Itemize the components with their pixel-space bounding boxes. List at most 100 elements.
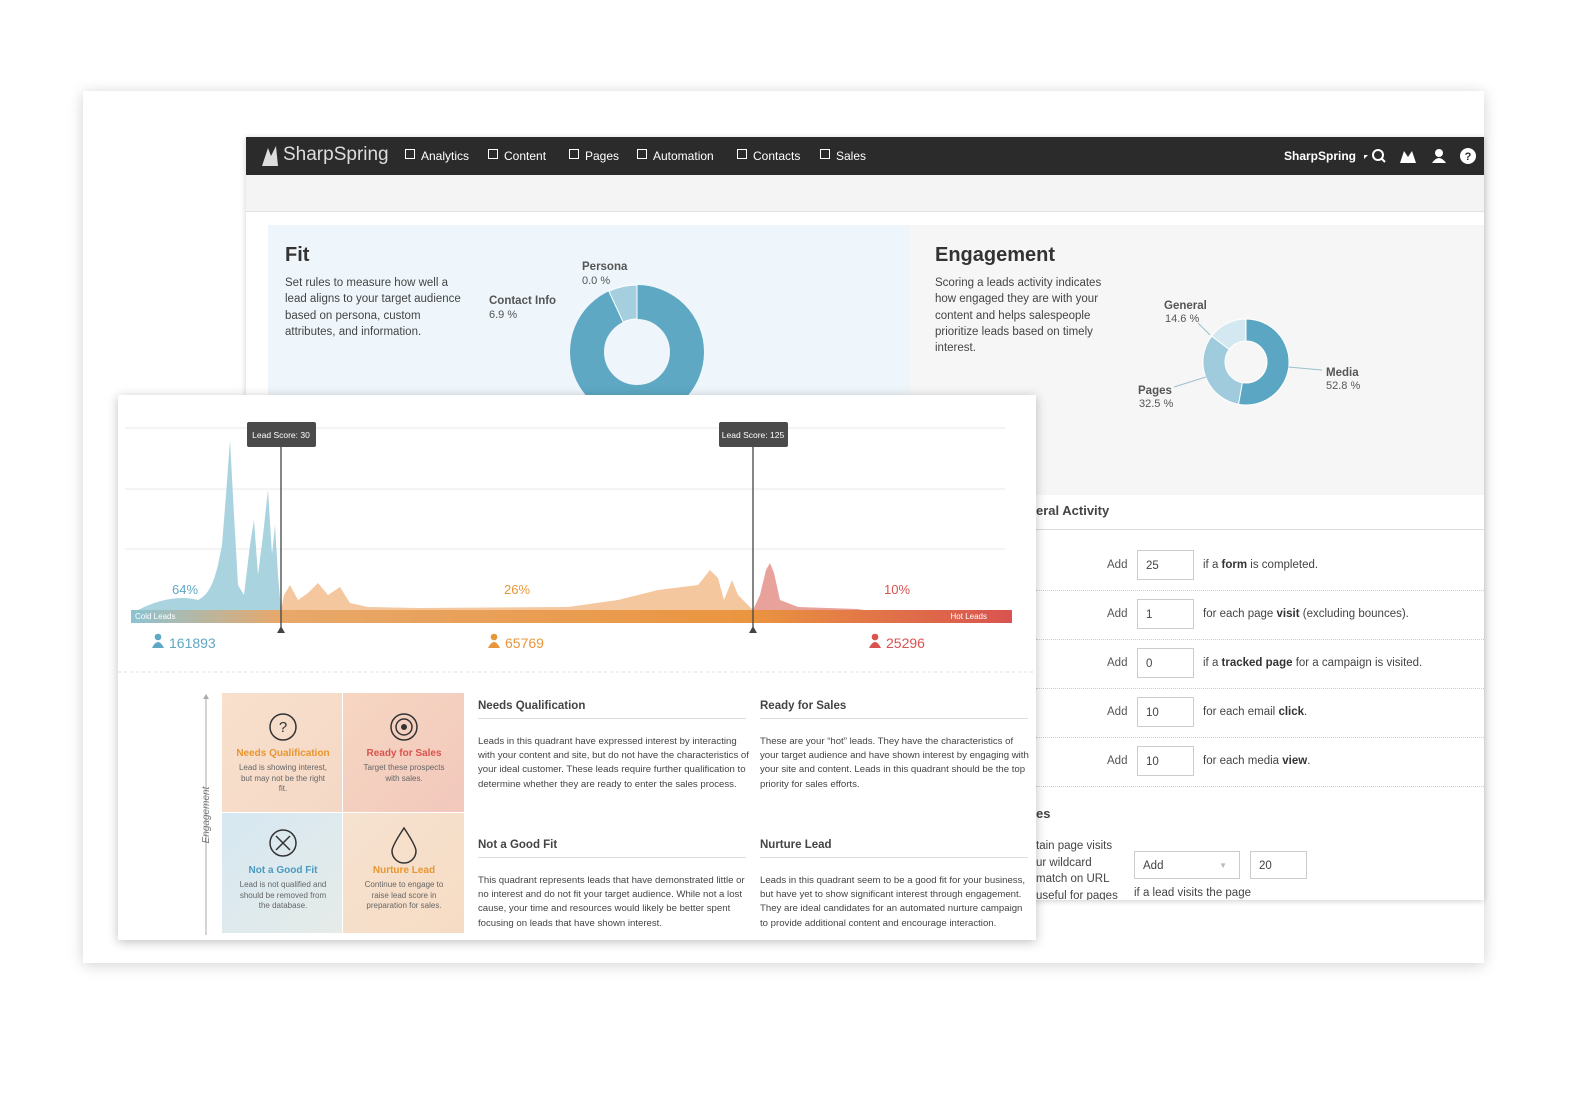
slice-value: 0.0 %: [582, 275, 610, 287]
marker-box: [247, 422, 316, 447]
warm-curve: [281, 570, 753, 610]
marker-label: Lead Score: 30: [252, 430, 310, 440]
person-icon: [488, 642, 500, 648]
marker-arrow: [749, 626, 757, 633]
leader-line: [1173, 376, 1207, 388]
nav-item[interactable]: Analytics: [421, 149, 470, 163]
detail-text: These are your “hot” leads. They have th…: [760, 736, 1029, 790]
slice-label: General: [1164, 300, 1207, 312]
quadrant-text: Target these prospects with sales.: [363, 763, 445, 783]
quadrant-grid: [222, 693, 464, 933]
donut-slice: [1237, 318, 1290, 406]
scale-start-label: Cold Leads: [135, 612, 175, 621]
segment-share: 10%: [884, 582, 910, 597]
marker-arrow: [277, 626, 285, 633]
nav-item[interactable]: Automation: [653, 149, 714, 163]
rule-row: Add 25 if a form is completed.: [1036, 541, 1484, 591]
lead-scale-bar: [131, 610, 1012, 623]
nav-icon: [488, 149, 498, 159]
points-input[interactable]: 10: [1137, 746, 1194, 776]
nav-item[interactable]: Pages: [585, 149, 620, 163]
quadrant-text: Lead is showing interest, but may not be…: [238, 763, 328, 793]
segment-count: 25296: [886, 635, 925, 651]
rule-text-part: if a: [1203, 657, 1222, 669]
donut-slice: [1210, 318, 1247, 351]
section-title: eral Activity: [1036, 503, 1484, 530]
person-icon: [154, 633, 162, 641]
rule-text-line: useful for pages: [1036, 889, 1118, 901]
engagement-title: Engagement: [935, 244, 1056, 266]
detail-title: Needs Qualification: [478, 700, 746, 719]
rule-text: for each email click.: [1203, 706, 1307, 718]
points-input[interactable]: 10: [1137, 697, 1194, 727]
rule-row: Add 0 if a tracked page for a campaign is …: [1036, 639, 1484, 689]
section-title: es: [1036, 806, 1051, 821]
rule-text: for each page visit (excluding bounces).: [1203, 608, 1409, 620]
brand[interactable]: SharpSpring: [283, 144, 389, 165]
rule-text-line: tain page visits: [1036, 840, 1113, 852]
quadrant-title: Nurture Lead: [372, 865, 436, 876]
rule-action: Add: [1107, 559, 1128, 571]
rule-text-part: for each page: [1203, 608, 1277, 620]
rule-text-part: tracked page: [1221, 657, 1293, 669]
slice-value: 52.8 %: [1326, 380, 1360, 392]
select[interactable]: Add ▼: [1134, 851, 1240, 879]
segment-share: 26%: [504, 582, 530, 597]
slice-value: 6.9 %: [489, 309, 517, 321]
nav-item[interactable]: Contacts: [753, 149, 801, 163]
points-input[interactable]: 20: [1250, 851, 1307, 879]
rule-text-line: ur wildcard: [1036, 856, 1092, 869]
person-icon: [490, 633, 498, 641]
points-input[interactable]: 1: [1137, 599, 1194, 629]
rule-text-part: if a: [1203, 559, 1222, 571]
points-input[interactable]: 25: [1137, 550, 1194, 580]
points-input[interactable]: 0: [1137, 648, 1194, 678]
marker-label: Lead Score: 125: [722, 430, 785, 440]
logo: [262, 146, 278, 166]
rule-action: Add: [1107, 657, 1128, 669]
note: if a lead visits the page: [1134, 887, 1251, 899]
quadrant-icons: ? Engagement: [201, 694, 418, 935]
rule-text-part: visit: [1276, 608, 1300, 620]
hot-curve: [753, 563, 863, 610]
person-icon: [871, 633, 879, 641]
rule-text-part: (excluding bounces).: [1299, 608, 1409, 620]
lead-score-card: Cold Leads Hot Leads Lead Score: 30 Lead …: [118, 395, 1036, 940]
axis-label: Engagement: [201, 785, 212, 843]
svg-text:?: ?: [279, 719, 287, 736]
detail-title: Ready for Sales: [760, 700, 1028, 719]
quadrant-title: Not a Good Fit: [248, 865, 318, 876]
toolbar-strip: [246, 175, 1484, 212]
nav-icon: [737, 149, 747, 159]
person-icon: [152, 642, 164, 648]
detail-text: Leads in this quadrant have expressed in…: [478, 736, 749, 790]
engagement-description: Scoring a leads activity indicates how e…: [935, 277, 1102, 355]
detail-text: This quadrant represents leads that have…: [478, 875, 745, 929]
rule-text: if a form is completed.: [1203, 559, 1318, 571]
nav-item[interactable]: Sales: [836, 149, 867, 163]
nav-item[interactable]: Content: [504, 149, 547, 163]
donut-slice: [608, 284, 638, 323]
rule-action: Add: [1107, 755, 1128, 767]
slice-label: Media: [1326, 367, 1359, 379]
slice-value: 32.5 %: [1139, 398, 1173, 410]
slice-value: 14.6 %: [1165, 313, 1199, 325]
account-menu[interactable]: SharpSpring: [1284, 149, 1357, 163]
nav-icon: [820, 149, 830, 159]
segment-count: 65769: [505, 635, 544, 651]
rule-text-line: match on URL: [1036, 873, 1110, 885]
slice-label: Pages: [1138, 385, 1172, 397]
segment-count: 161893: [169, 635, 216, 651]
leader-line: [1287, 366, 1323, 371]
rule-row: Add 10 for each media view.: [1036, 737, 1484, 787]
rule-text-part: for each media: [1203, 755, 1283, 767]
scale-end-label: Hot Leads: [951, 612, 987, 621]
nav-icons: ?: [1364, 148, 1476, 164]
nav-icon: [569, 149, 579, 159]
rule-text-part: .: [1307, 755, 1311, 767]
detail-title: Not a Good Fit: [478, 839, 746, 858]
rule-text-part: .: [1304, 706, 1308, 718]
quadrant-text: Lead is not qualified and should be remo…: [239, 880, 327, 910]
